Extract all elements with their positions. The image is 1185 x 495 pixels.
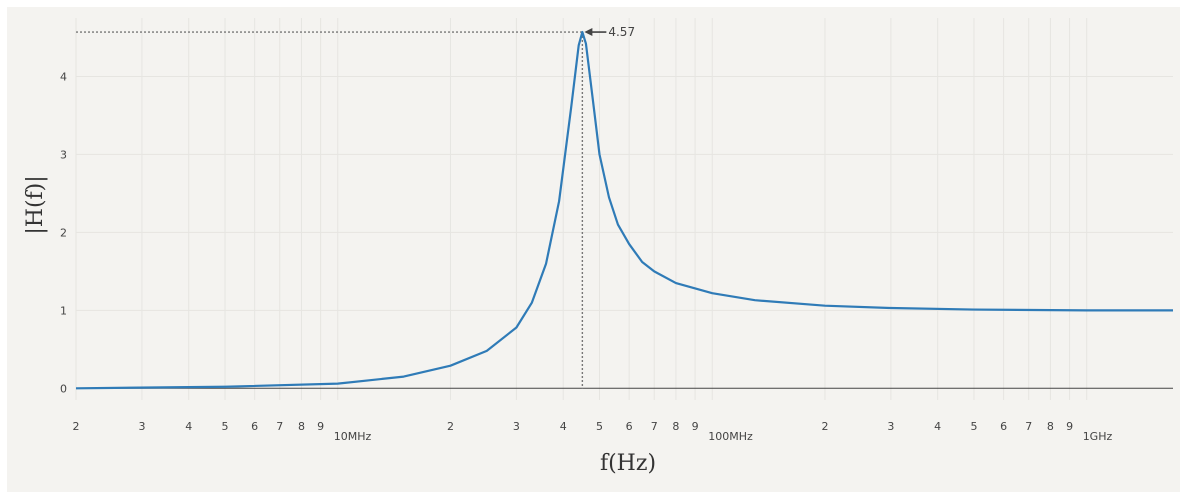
x-tick-label: 6 xyxy=(251,420,258,433)
data-point xyxy=(545,262,547,264)
x-tick-label: 3 xyxy=(138,420,145,433)
peak-guides xyxy=(76,31,584,389)
x-tick-label: 4 xyxy=(185,420,192,433)
x-tick-label: 3 xyxy=(513,420,520,433)
x-tick-label: 7 xyxy=(651,420,658,433)
x-tick-label: 9 xyxy=(317,420,324,433)
annotation-arrowhead xyxy=(584,28,593,37)
x-tick-label: 2 xyxy=(447,420,454,433)
y-tick-label: 2 xyxy=(60,226,67,239)
x-tick-label: 8 xyxy=(298,420,305,433)
x-tick-label: 5 xyxy=(970,420,977,433)
data-point xyxy=(578,44,580,46)
data-point xyxy=(581,31,583,33)
data-point xyxy=(558,200,560,202)
data-point xyxy=(653,270,655,272)
x-tick-label: 4 xyxy=(934,420,941,433)
data-point xyxy=(592,99,594,101)
x-tick-label: 7 xyxy=(276,420,283,433)
x-tick-label: 1GHz xyxy=(1083,430,1113,443)
y-tick-label: 3 xyxy=(60,148,67,161)
grid xyxy=(75,18,1173,400)
x-tick-label: 6 xyxy=(626,420,633,433)
plot-background xyxy=(7,7,1180,492)
x-tick-label: 2 xyxy=(73,420,80,433)
data-point xyxy=(531,301,533,303)
data-point xyxy=(515,326,517,328)
peak-annotation: 4.57 xyxy=(584,25,635,39)
data-point xyxy=(973,308,975,310)
y-axis-label: |H(f)| xyxy=(23,175,48,234)
series-line xyxy=(75,30,1173,390)
annotation-label: 4.57 xyxy=(608,25,635,39)
x-tick-label: 10MHz xyxy=(334,430,372,443)
data-point xyxy=(598,153,600,155)
data-point xyxy=(824,304,826,306)
x-tick-label: 4 xyxy=(560,420,567,433)
x-tick-label: 3 xyxy=(887,420,894,433)
x-tick-label: 6 xyxy=(1000,420,1007,433)
x-tick-label: 5 xyxy=(596,420,603,433)
data-point xyxy=(890,307,892,309)
y-axis-ticks: 0 1 2 3 4 xyxy=(60,70,67,395)
data-point xyxy=(754,299,756,301)
data-point xyxy=(224,386,226,388)
data-point xyxy=(585,43,587,45)
data-point xyxy=(449,364,451,366)
data-point xyxy=(1086,309,1088,311)
x-tick-label: 2 xyxy=(821,420,828,433)
y-tick-label: 1 xyxy=(60,304,67,317)
data-point xyxy=(75,387,77,389)
x-tick-label: 9 xyxy=(692,420,699,433)
x-tick-label: 9 xyxy=(1066,420,1073,433)
data-point xyxy=(337,382,339,384)
x-tick-label: 5 xyxy=(222,420,229,433)
y-tick-label: 4 xyxy=(60,70,67,83)
x-tick-label: 8 xyxy=(672,420,679,433)
data-point xyxy=(608,196,610,198)
data-point xyxy=(641,261,643,263)
data-point xyxy=(570,106,572,108)
x-axis-label: f(Hz) xyxy=(600,451,656,476)
data-point xyxy=(617,223,619,225)
data-point xyxy=(1172,309,1174,311)
data-point xyxy=(402,375,404,377)
x-tick-label: 100MHz xyxy=(708,430,753,443)
data-point xyxy=(711,292,713,294)
x-tick-label: 7 xyxy=(1025,420,1032,433)
data-point xyxy=(486,350,488,352)
x-tick-label: 8 xyxy=(1047,420,1054,433)
data-point xyxy=(675,282,677,284)
data-point xyxy=(628,243,630,245)
y-tick-label: 0 xyxy=(60,382,67,395)
